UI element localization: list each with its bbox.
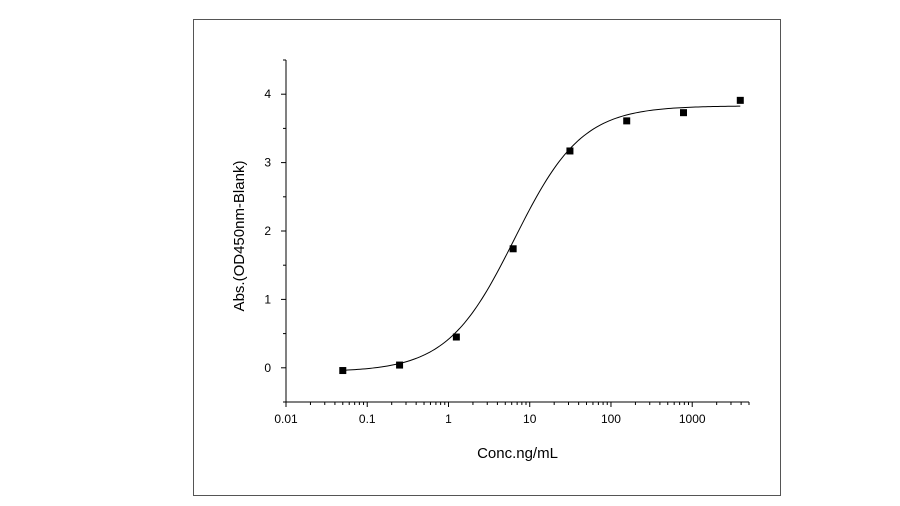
data-point [339,367,347,375]
y-tick-label: 3 [264,156,271,170]
chart-frame: 0 1 2 3 4 0.01 0.1 1 10 100 1000 Conc.ng/mL Abs.(O… [193,19,781,496]
data-points [339,96,744,375]
x-tick-label: 100 [601,412,621,426]
y-tick-label: 2 [264,224,271,238]
x-tick-label: 0.1 [359,412,376,426]
y-tick-label: 4 [264,87,271,101]
y-tick-label: 0 [264,361,271,375]
x-axis-title: Conc.ng/mL [477,445,558,462]
data-point [680,109,688,117]
data-point [623,117,631,125]
x-tick-label: 0.01 [274,412,298,426]
data-point [396,361,404,369]
y-axis-title: Abs.(OD450nm-Blank) [231,161,248,312]
x-tick-label: 10 [523,412,537,426]
fit-curve [342,105,741,371]
data-point [509,245,517,253]
x-tick-label: 1000 [679,412,706,426]
chart: 0 1 2 3 4 0.01 0.1 1 10 100 1000 Conc.ng/mL Abs.(O… [231,59,750,462]
y-tick-label: 1 [264,292,271,306]
axes: 0 1 2 3 4 0.01 0.1 1 10 100 1000 [264,59,750,426]
x-tick-label: 1 [445,412,452,426]
data-point [566,147,574,155]
fit-curve-group [342,105,741,371]
data-point [736,96,744,104]
data-point [452,333,460,341]
